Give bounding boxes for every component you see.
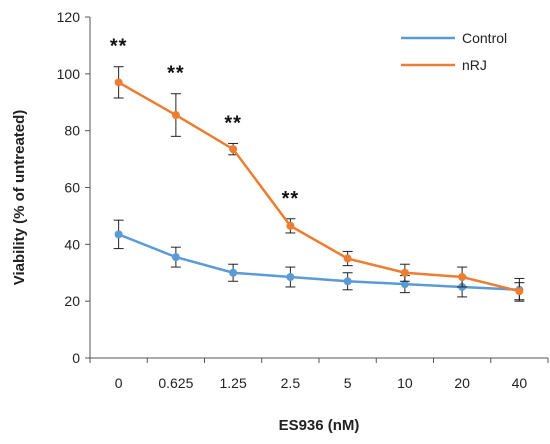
y-tick-label: 60 <box>64 180 80 196</box>
y-tick-label: 40 <box>64 236 80 252</box>
significance-mark: ** <box>224 112 242 134</box>
x-tick-label: 2.5 <box>281 375 301 391</box>
y-ticks: 0 20 40 60 80 100 120 <box>57 9 90 366</box>
legend-label: nRJ <box>462 57 487 73</box>
nrj-point <box>229 145 238 154</box>
control-point <box>286 273 295 282</box>
control-line <box>118 233 520 292</box>
nrj-point <box>400 268 409 277</box>
significance-annotations: ** ** ** ** <box>110 36 300 210</box>
significance-mark: ** <box>167 63 185 85</box>
nrj-point <box>515 287 524 296</box>
x-tick-label: 1.25 <box>220 375 247 391</box>
control-point <box>171 253 180 262</box>
y-tick-label: 0 <box>72 350 80 366</box>
series-control <box>113 219 525 302</box>
x-ticks: 0 0.625 1.25 2.5 5 10 20 40 <box>89 358 549 391</box>
significance-mark: ** <box>282 188 300 210</box>
nrj-point <box>171 111 180 120</box>
control-point <box>400 280 409 289</box>
x-tick-label: 20 <box>454 375 470 391</box>
x-tick-label: 40 <box>512 375 528 391</box>
control-point <box>343 277 352 286</box>
y-tick-label: 120 <box>57 9 81 25</box>
x-tick-label: 0 <box>115 375 123 391</box>
y-tick-label: 100 <box>57 66 81 82</box>
axes: 0 20 40 60 80 100 120 0 0.625 1.25 2.5 5 10 20 40 <box>57 9 549 391</box>
y-tick-label: 20 <box>64 293 80 309</box>
legend-label: Control <box>462 30 507 46</box>
nrj-line <box>118 81 520 293</box>
series-nrj <box>113 66 525 301</box>
significance-mark: ** <box>110 36 128 58</box>
nrj-point <box>458 273 467 282</box>
x-axis-title: ES936 (nM) <box>279 417 360 434</box>
nrj-point <box>286 221 295 230</box>
x-tick-label: 10 <box>397 375 413 391</box>
y-tick-label: 80 <box>64 123 80 139</box>
y-axis-title: Viability (% of untreated) <box>11 110 28 286</box>
x-tick-label: 0.625 <box>158 375 193 391</box>
series-layer <box>113 66 525 302</box>
control-point <box>114 230 123 239</box>
nrj-point <box>114 78 123 87</box>
legend: Control nRJ <box>401 30 507 73</box>
nrj-point <box>343 254 352 263</box>
control-point <box>229 268 238 277</box>
x-tick-label: 5 <box>344 375 352 391</box>
